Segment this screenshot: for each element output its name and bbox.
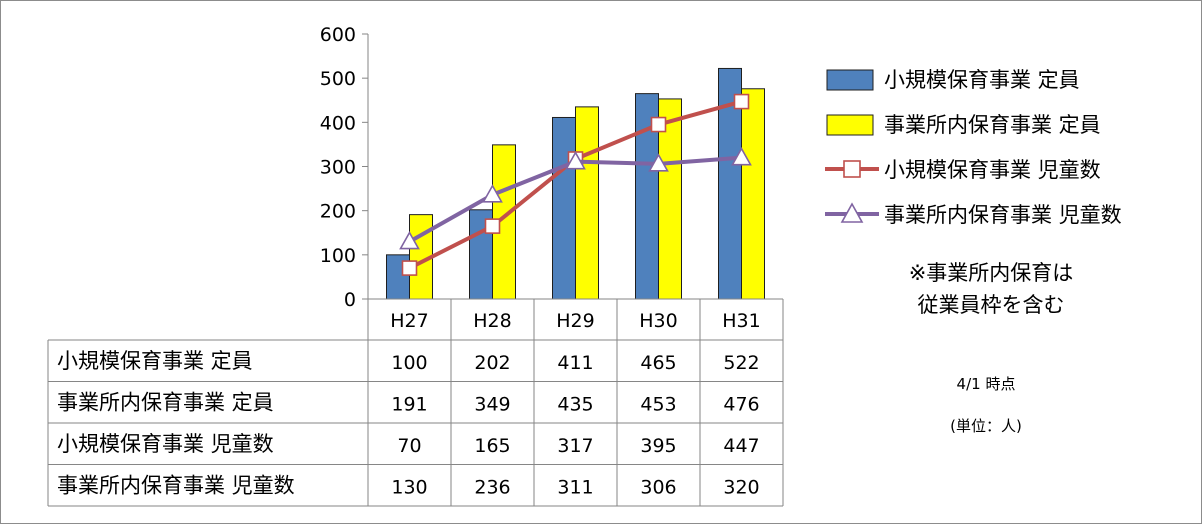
as-of-date: 4/1 時点 [956, 375, 1016, 393]
legend-label: 事業所内保育事業 児童数 [884, 203, 1122, 227]
point [648, 153, 669, 172]
point [650, 116, 667, 133]
table-cell-value: 311 [557, 476, 593, 498]
annotation-line-1: ※事業所内保育は [908, 261, 1074, 285]
bar [552, 116, 576, 300]
legend-label: 小規模保育事業 児童数 [884, 158, 1101, 182]
table-cell-value: 411 [557, 352, 593, 374]
point [565, 151, 586, 170]
legend-marker [843, 160, 861, 178]
annotation-line-2: 従業員枠を含む [917, 293, 1065, 317]
point [731, 147, 752, 166]
table-cell-value: 465 [640, 352, 676, 374]
legend-swatch [826, 69, 874, 91]
x-tick-label: H29 [556, 310, 594, 332]
bar [741, 88, 765, 300]
table-cell-value: 447 [723, 435, 759, 457]
y-tick-label: 100 [320, 245, 356, 267]
table-cell-value: 130 [391, 476, 427, 498]
x-tick-label: H27 [390, 310, 428, 332]
y-tick-label: 400 [320, 112, 356, 134]
table-row-label: 事業所内保育事業 児童数 [57, 473, 295, 497]
x-tick-label: H30 [639, 310, 677, 332]
legend-label: 小規模保育事業 定員 [884, 68, 1080, 92]
annotation-note: ※事業所内保育は 従業員枠を含む [861, 257, 1121, 321]
table-cell-value: 395 [640, 435, 676, 457]
data-table: H27 H28 H29 H30 H31 小規模保育事業 定員 100 202 411 465 522… [47, 298, 784, 507]
point [399, 230, 420, 250]
table-row-label: 小規模保育事業 定員 [57, 349, 253, 373]
table-row-label: 小規模保育事業 児童数 [57, 432, 274, 456]
bar [575, 106, 599, 300]
table-cell-value: 202 [474, 352, 510, 374]
legend-swatch [826, 114, 874, 136]
table-cell-value: 191 [391, 393, 427, 415]
y-tick-label: 0 [344, 289, 356, 311]
table-cell-value: 435 [557, 393, 593, 415]
legend-marker [840, 202, 864, 223]
table-cell-value: 306 [640, 476, 676, 498]
line-series [399, 93, 752, 276]
point [482, 184, 503, 203]
y-tick-label: 200 [320, 201, 356, 223]
x-tick-label: H28 [473, 310, 511, 332]
table-cell-value: 349 [474, 393, 510, 415]
y-tick-label: 600 [320, 24, 356, 46]
table-cell-value: 522 [723, 352, 759, 374]
table-cell-value: 476 [723, 393, 759, 415]
point [401, 260, 418, 276]
y-tick-label: 300 [320, 157, 356, 179]
point [484, 218, 501, 234]
point [733, 93, 750, 110]
table-cell-value: 320 [723, 476, 759, 498]
table-cell-value: 317 [557, 435, 593, 457]
bar-series [386, 67, 765, 300]
table-cell-value: 453 [640, 393, 676, 415]
unit-note: (単位：人) [950, 417, 1022, 435]
x-tick-label: H31 [722, 310, 760, 332]
table-cell-value: 236 [474, 476, 510, 498]
table-cell-value: 70 [397, 435, 421, 457]
table-cell-value: 100 [391, 352, 427, 374]
table-cell-value: 165 [474, 435, 510, 457]
table-row-label: 事業所内保育事業 定員 [57, 390, 274, 414]
legend-label: 事業所内保育事業 定員 [884, 113, 1101, 137]
y-tick-label: 500 [320, 68, 356, 90]
y-axis: 0 100 200 300 400 500 600 [320, 24, 369, 311]
